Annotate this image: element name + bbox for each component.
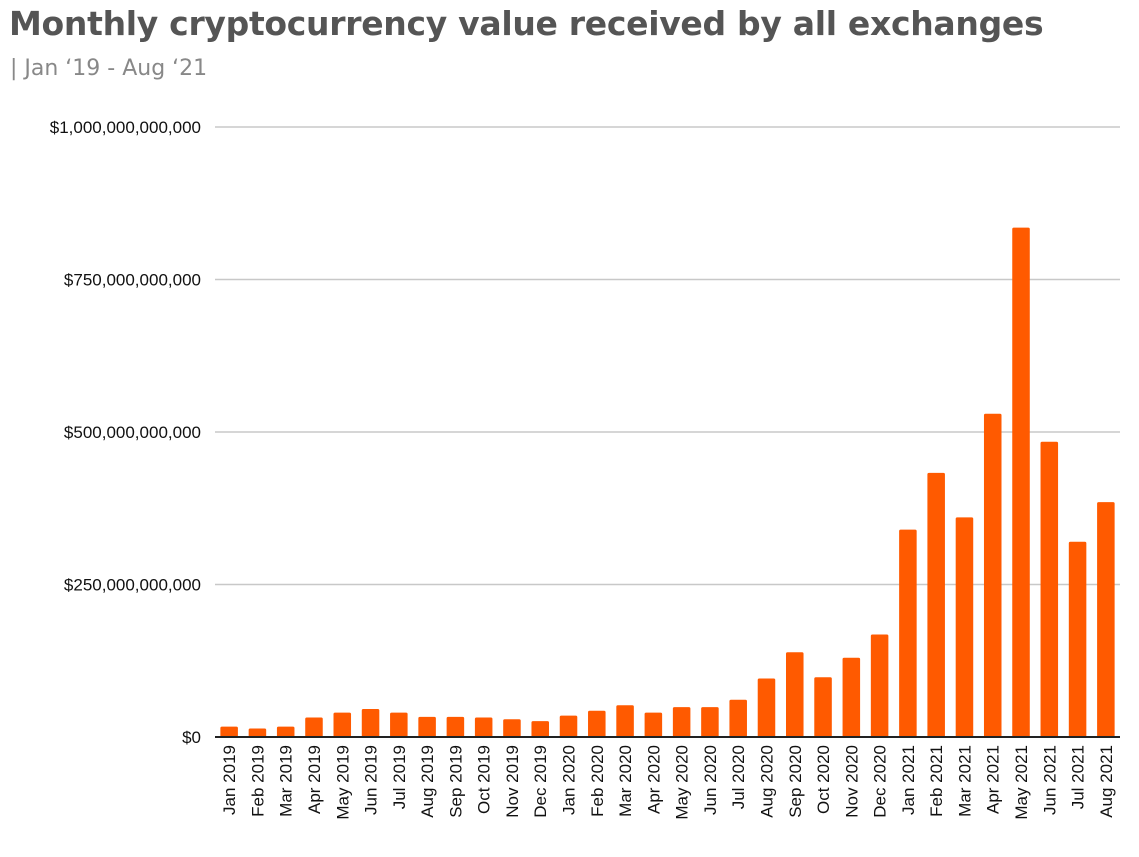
bar xyxy=(870,634,889,737)
x-tick-label: Sep 2019 xyxy=(446,745,465,818)
x-tick-label: Feb 2020 xyxy=(588,745,607,817)
x-tick-label: Mar 2020 xyxy=(616,745,635,817)
bar xyxy=(559,715,578,737)
bar xyxy=(503,719,521,737)
bar xyxy=(644,712,663,737)
bar xyxy=(276,726,295,737)
bar xyxy=(927,472,945,737)
bar xyxy=(729,699,747,737)
bar xyxy=(757,678,776,737)
bar xyxy=(701,707,719,737)
bar xyxy=(361,708,380,737)
x-tick-label: Mar 2019 xyxy=(277,745,296,817)
bar xyxy=(672,707,691,737)
bar xyxy=(446,716,465,737)
x-tick-label: Jun 2020 xyxy=(701,745,720,815)
x-tick-label: Nov 2019 xyxy=(503,745,522,818)
bar xyxy=(1012,227,1030,737)
bar xyxy=(955,517,974,737)
x-axis-category-labels: Jan 2019 Feb 2019 Mar 2019 Apr 2019 May 2019… xyxy=(220,745,1116,820)
x-tick-label: Jun 2019 xyxy=(362,745,381,815)
chart-subtitle: | Jan ‘19 - Aug ‘21 xyxy=(10,56,208,81)
bar xyxy=(1097,502,1115,737)
y-tick-label: $1,000,000,000,000 xyxy=(50,118,201,137)
bar xyxy=(418,716,436,737)
y-tick-label: $250,000,000,000 xyxy=(64,576,201,595)
bar xyxy=(616,705,634,737)
x-tick-label: Aug 2021 xyxy=(1097,745,1116,818)
y-tick-label: $750,000,000,000 xyxy=(64,271,201,290)
x-tick-label: May 2020 xyxy=(673,745,692,820)
x-tick-label: Dec 2020 xyxy=(871,745,890,818)
x-tick-label: Jan 2021 xyxy=(899,745,918,815)
bar xyxy=(531,721,550,737)
bar xyxy=(785,652,804,737)
x-tick-label: Sep 2020 xyxy=(786,745,805,818)
bar xyxy=(983,413,1002,737)
bar xyxy=(390,712,408,737)
x-tick-label: Oct 2019 xyxy=(475,745,494,814)
chart-title: Monthly cryptocurrency value received by… xyxy=(9,4,1044,43)
x-tick-label: Jul 2021 xyxy=(1069,745,1088,809)
bar xyxy=(305,717,323,737)
y-tick-label: $500,000,000,000 xyxy=(64,423,201,442)
x-tick-label: Jan 2020 xyxy=(560,745,579,815)
x-tick-label: May 2019 xyxy=(333,745,352,820)
bar xyxy=(1068,541,1087,737)
bar xyxy=(474,717,493,737)
x-tick-label: Apr 2021 xyxy=(984,745,1003,814)
bar xyxy=(220,726,238,737)
bar xyxy=(814,677,832,737)
x-tick-label: Jun 2021 xyxy=(1040,745,1059,815)
x-tick-label: Feb 2019 xyxy=(248,745,267,817)
x-tick-label: Dec 2019 xyxy=(531,745,550,818)
bar xyxy=(333,712,352,737)
x-tick-label: Apr 2020 xyxy=(644,745,663,814)
bar xyxy=(1040,441,1059,737)
y-tick-label: $0 xyxy=(182,728,201,747)
bars xyxy=(220,227,1115,737)
x-tick-label: Jul 2020 xyxy=(729,745,748,809)
x-tick-label: Aug 2020 xyxy=(757,745,776,818)
x-tick-label: Nov 2020 xyxy=(842,745,861,818)
x-tick-label: Jan 2019 xyxy=(220,745,239,815)
x-tick-label: Feb 2021 xyxy=(927,745,946,817)
bar xyxy=(899,529,917,737)
x-tick-label: Oct 2020 xyxy=(814,745,833,814)
bar xyxy=(588,710,606,737)
x-tick-label: Mar 2021 xyxy=(955,745,974,817)
bar xyxy=(842,657,861,737)
x-tick-label: Aug 2019 xyxy=(418,745,437,818)
x-tick-label: May 2021 xyxy=(1012,745,1031,820)
y-axis-tick-labels: $0 $250,000,000,000 $500,000,000,000 $750,0… xyxy=(50,118,201,747)
x-tick-label: Apr 2019 xyxy=(305,745,324,814)
x-tick-label: Jul 2019 xyxy=(390,745,409,809)
bar xyxy=(248,728,267,737)
